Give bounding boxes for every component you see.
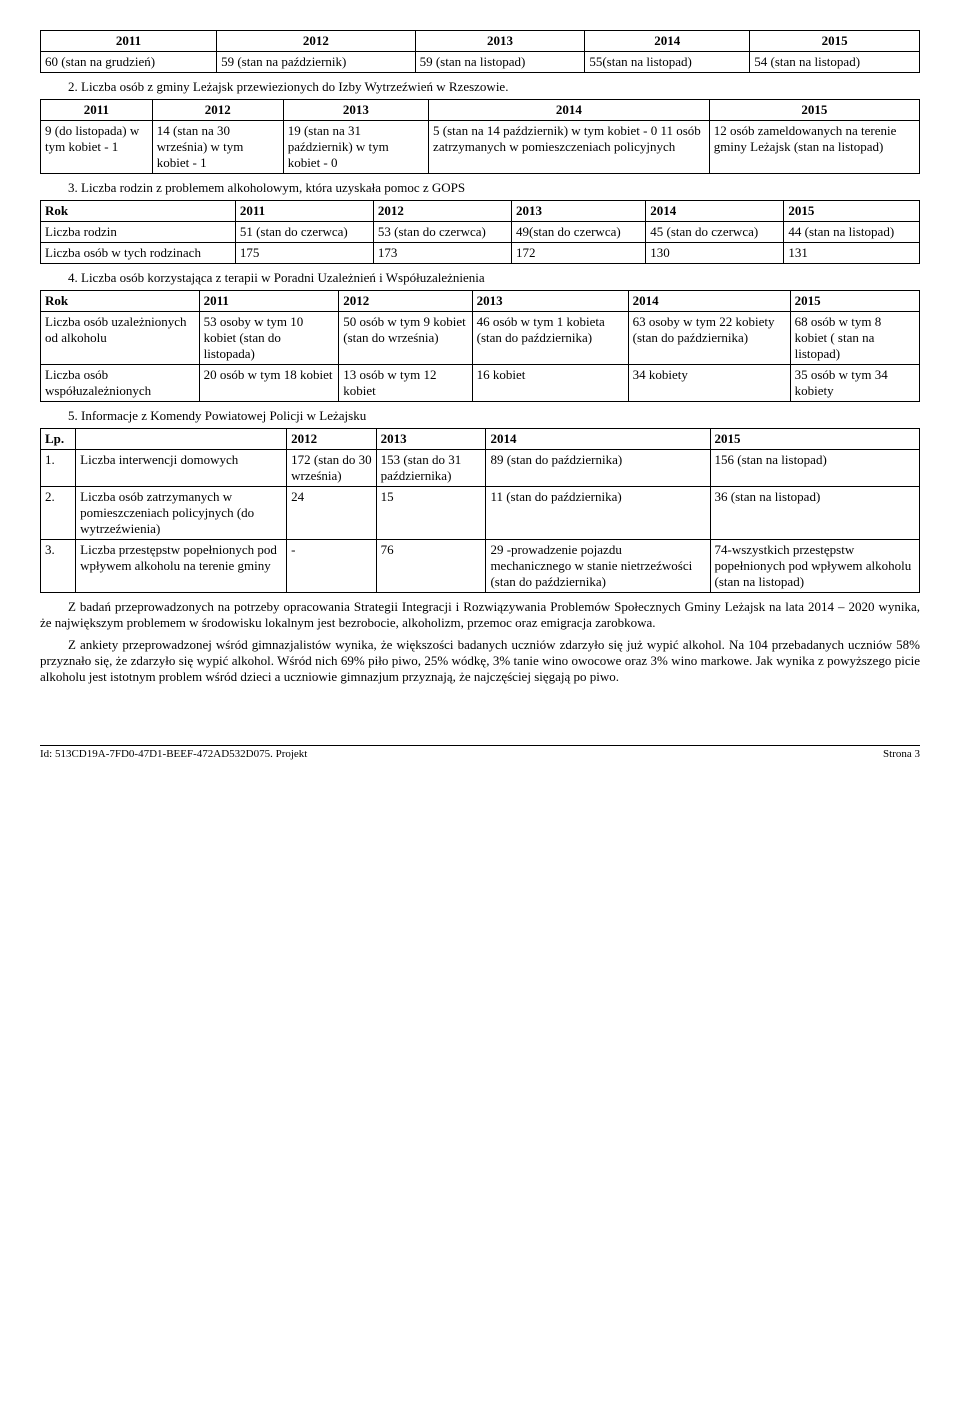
table-4: Rok 2011 2012 2013 2014 2015 Liczba osób… [40,290,920,402]
t4-r1c0: Liczba osób uzależnionych od alkoholu [41,312,200,365]
t3-r1c4: 45 (stan do czerwca) [646,222,784,243]
t2-h4: 2014 [429,100,710,121]
t4-r1c2: 50 osób w tym 9 kobiet (stan do września… [339,312,472,365]
t1-c2: 59 (stan na październik) [217,52,416,73]
t5-r2c4: 11 (stan do października) [486,487,710,540]
t5-r3c2: - [287,540,377,593]
t5-r3c5: 74-wszystkich przestępstw popełnionych p… [710,540,920,593]
table-2: 2011 2012 2013 2014 2015 9 (do listopada… [40,99,920,174]
t4-r1c4: 63 osoby w tym 22 kobiety (stan do paźdz… [628,312,790,365]
t5-r2c1: Liczba osób zatrzymanych w pomieszczenia… [76,487,287,540]
t5-r1c4: 89 (stan do października) [486,450,710,487]
paragraph-2: Z ankiety przeprowadzonej wśród gimnazja… [40,637,920,685]
t1-h2: 2012 [217,31,416,52]
t3-r1c1: 51 (stan do czerwca) [235,222,373,243]
t3-h3: 2013 [512,201,646,222]
t2-c4: 5 (stan na 14 październik) w tym kobiet … [429,121,710,174]
t3-h2: 2012 [373,201,511,222]
t5-h0: Lp. [41,429,76,450]
t2-c1: 9 (do listopada) w tym kobiet - 1 [41,121,153,174]
page-footer: Id: 513CD19A-7FD0-47D1-BEEF-472AD532D075… [40,745,920,760]
t4-h2: 2012 [339,291,472,312]
t5-r2c0: 2. [41,487,76,540]
t5-r3c3: 76 [376,540,486,593]
t4-r1c1: 53 osoby w tym 10 kobiet (stan do listop… [199,312,339,365]
table-5: Lp. 2012 2013 2014 2015 1. Liczba interw… [40,428,920,593]
t4-r2c1: 20 osób w tym 18 kobiet [199,365,339,402]
t2-h3: 2013 [283,100,428,121]
t5-r1c0: 1. [41,450,76,487]
t3-r2c1: 175 [235,243,373,264]
t3-r2c5: 131 [784,243,920,264]
t3-h0: Rok [41,201,236,222]
t4-r2c0: Liczba osób współuzależnionych [41,365,200,402]
t5-r2c5: 36 (stan na listopad) [710,487,920,540]
t5-r2c2: 24 [287,487,377,540]
section-3-label: 3. Liczba rodzin z problemem alkoholowym… [68,180,920,196]
t5-r1c5: 156 (stan na listopad) [710,450,920,487]
t5-h1 [76,429,287,450]
t5-r1c3: 153 (stan do 31 października) [376,450,486,487]
t4-h3: 2013 [472,291,628,312]
table-3: Rok 2011 2012 2013 2014 2015 Liczba rodz… [40,200,920,264]
t4-h4: 2014 [628,291,790,312]
t5-r2c3: 15 [376,487,486,540]
t4-h1: 2011 [199,291,339,312]
t5-r1c2: 172 (stan do 30 września) [287,450,377,487]
t1-h5: 2015 [750,31,920,52]
t5-r3c0: 3. [41,540,76,593]
t4-r2c2: 13 osób w tym 12 kobiet [339,365,472,402]
t2-h5: 2015 [709,100,919,121]
t3-r1c5: 44 (stan na listopad) [784,222,920,243]
t1-h4: 2014 [585,31,750,52]
t1-h3: 2013 [415,31,585,52]
t3-h4: 2014 [646,201,784,222]
footer-id: Id: 513CD19A-7FD0-47D1-BEEF-472AD532D075… [40,748,307,760]
t4-r2c5: 35 osób w tym 34 kobiety [790,365,919,402]
t5-h4: 2014 [486,429,710,450]
t3-r1c0: Liczba rodzin [41,222,236,243]
t2-h2: 2012 [152,100,283,121]
table-1: 2011 2012 2013 2014 2015 60 (stan na gru… [40,30,920,73]
t2-c2: 14 (stan na 30 września) w tym kobiet - … [152,121,283,174]
t4-h5: 2015 [790,291,919,312]
t5-h3: 2013 [376,429,486,450]
t1-c3: 59 (stan na listopad) [415,52,585,73]
t1-c1: 60 (stan na grudzień) [41,52,217,73]
t3-r2c0: Liczba osób w tych rodzinach [41,243,236,264]
t3-r2c2: 173 [373,243,511,264]
t4-h0: Rok [41,291,200,312]
t4-r1c3: 46 osób w tym 1 kobieta (stan do paździe… [472,312,628,365]
t5-r3c1: Liczba przestępstw popełnionych pod wpły… [76,540,287,593]
t2-h1: 2011 [41,100,153,121]
t4-r1c5: 68 osób w tym 8 kobiet ( stan na listopa… [790,312,919,365]
t3-r1c3: 49(stan do czerwca) [512,222,646,243]
paragraph-1: Z badań przeprowadzonych na potrzeby opr… [40,599,920,631]
t1-c4: 55(stan na listopad) [585,52,750,73]
t4-r2c4: 34 kobiety [628,365,790,402]
t4-r2c3: 16 kobiet [472,365,628,402]
t5-h2: 2012 [287,429,377,450]
t3-r1c2: 53 (stan do czerwca) [373,222,511,243]
footer-page: Strona 3 [883,748,920,760]
section-2-label: 2. Liczba osób z gminy Leżajsk przewiezi… [68,79,920,95]
t1-h1: 2011 [41,31,217,52]
t5-r3c4: 29 -prowadzenie pojazdu mechanicznego w … [486,540,710,593]
section-5-label: 5. Informacje z Komendy Powiatowej Polic… [68,408,920,424]
t3-h5: 2015 [784,201,920,222]
t2-c5: 12 osób zameldowanych na terenie gminy L… [709,121,919,174]
t5-r1c1: Liczba interwencji domowych [76,450,287,487]
t3-h1: 2011 [235,201,373,222]
section-4-label: 4. Liczba osób korzystająca z terapii w … [68,270,920,286]
t3-r2c3: 172 [512,243,646,264]
t1-c5: 54 (stan na listopad) [750,52,920,73]
t2-c3: 19 (stan na 31 październik) w tym kobiet… [283,121,428,174]
t3-r2c4: 130 [646,243,784,264]
t5-h5: 2015 [710,429,920,450]
